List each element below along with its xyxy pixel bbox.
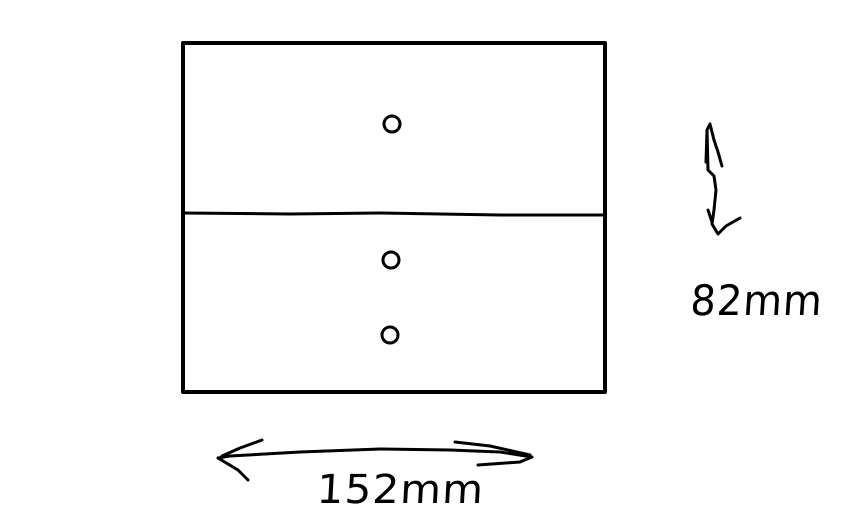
width-dimension-label: 152mm [315,467,486,513]
height-arrow [704,122,742,236]
bottom-panel-knob-lower [380,325,400,345]
outer-frame [181,41,607,394]
width-arrow [216,438,534,482]
panel-divider [181,211,607,217]
bottom-panel-knob-upper [381,250,401,270]
top-panel-knob [382,114,402,134]
height-dimension-label: 82mm [689,276,825,325]
